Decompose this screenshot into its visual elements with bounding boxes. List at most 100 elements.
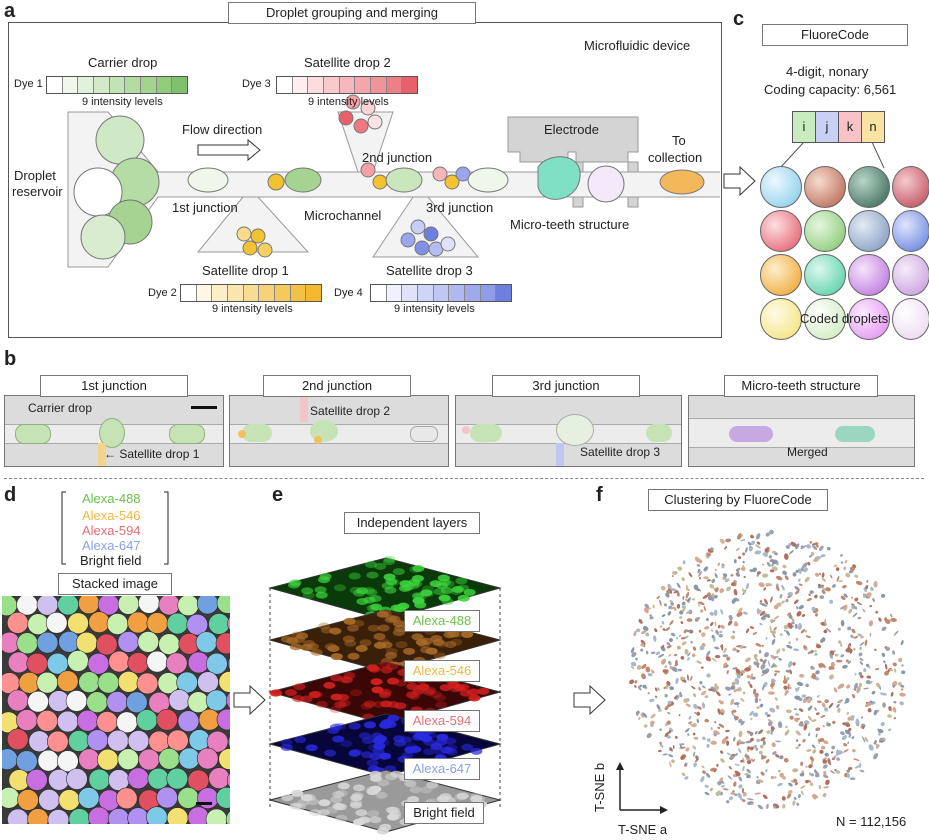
tsne-point — [765, 637, 768, 640]
tsne-point — [720, 624, 725, 629]
tsne-point — [677, 668, 683, 672]
layer-droplet — [356, 597, 369, 605]
tsne-point — [785, 598, 789, 603]
tsne-point — [719, 700, 724, 705]
tsne-point — [864, 737, 869, 743]
tsne-point — [735, 771, 741, 777]
tsne-point — [745, 657, 751, 663]
tsne-point — [829, 599, 834, 604]
tsne-point — [793, 648, 800, 652]
layer-droplet — [403, 647, 416, 655]
tsne-point — [838, 683, 845, 689]
tsne-point — [684, 728, 690, 733]
stacked-droplet — [166, 612, 189, 635]
tsne-point — [684, 648, 689, 655]
tsne-point — [650, 720, 655, 725]
tsne-point — [835, 770, 841, 774]
tsne-point — [756, 533, 761, 540]
tsne-point — [693, 584, 699, 591]
tsne-point — [766, 561, 771, 567]
tsne-point — [859, 658, 864, 661]
tsne-point — [892, 685, 895, 688]
tsne-point — [856, 601, 863, 606]
tsne-point — [679, 693, 683, 698]
layer-droplet — [477, 687, 490, 695]
stacked-image — [2, 596, 230, 824]
tsne-point — [704, 791, 710, 796]
tsne-point — [781, 584, 785, 591]
stacked-droplet — [7, 689, 29, 712]
tsne-point — [687, 674, 689, 681]
tsne-point — [740, 645, 744, 649]
tsne-point — [700, 690, 707, 696]
stacked-droplet — [108, 650, 131, 673]
layer-droplet — [320, 626, 333, 634]
tsne-point — [686, 618, 693, 622]
tsne-point — [788, 686, 792, 690]
tsne-point — [684, 776, 689, 780]
tsne-point — [736, 547, 740, 551]
legend-alexa-647: Alexa-647 — [82, 538, 141, 553]
tsne-point — [698, 687, 701, 691]
tsne-point — [706, 579, 711, 582]
stacked-droplet — [216, 596, 230, 614]
tsne-point — [854, 682, 858, 690]
tsne-point — [698, 577, 702, 580]
tsne-point — [778, 657, 782, 661]
tsne-point — [808, 554, 813, 558]
tsne-point — [787, 592, 793, 596]
tsne-point — [820, 714, 826, 718]
layer-droplet — [330, 796, 343, 804]
tsne-point — [654, 628, 658, 633]
tsne-point — [674, 695, 678, 700]
tsne-point — [687, 657, 690, 661]
layer-droplet — [461, 743, 474, 751]
fluorecode-line1: 4-digit, nonary — [786, 64, 869, 79]
panel-d-letter: d — [4, 484, 17, 506]
tsne-point — [737, 687, 742, 692]
stacked-droplet — [16, 709, 38, 731]
micro-image-junction-3 — [455, 395, 682, 467]
device-label: Microfluidic device — [584, 38, 691, 53]
tsne-point — [822, 724, 825, 728]
layer-droplet — [330, 653, 343, 661]
layer-droplet — [318, 799, 331, 807]
stacked-droplet — [6, 728, 29, 751]
tsne-point — [742, 564, 746, 570]
layer-droplet — [421, 585, 434, 593]
tsne-point — [769, 529, 774, 535]
tsne-point — [705, 656, 711, 662]
tsne-point — [772, 630, 776, 635]
tsne-point — [811, 719, 817, 722]
stacked-droplet — [177, 596, 200, 617]
tsne-point — [831, 745, 836, 750]
tsne-point — [738, 784, 743, 789]
tsne-point — [788, 641, 791, 644]
tsne-point — [688, 572, 693, 578]
tsne-point — [672, 570, 678, 575]
tsne-point — [747, 746, 751, 750]
tsne-point — [799, 673, 805, 678]
tsne-point — [855, 580, 863, 586]
tsne-point — [714, 587, 719, 593]
tsne-point — [656, 595, 661, 600]
tsne-point — [710, 629, 714, 632]
layer-droplet — [380, 641, 393, 649]
dye2-intensity: 9 intensity levels — [212, 303, 293, 315]
tsne-point — [640, 639, 646, 646]
layer-droplet — [440, 746, 453, 754]
tsne-point — [766, 613, 771, 619]
satellite-drop-1-label: Satellite drop 1 — [202, 263, 289, 278]
tsne-point — [809, 541, 813, 544]
layer-droplet — [300, 794, 313, 802]
layer-droplet — [348, 749, 361, 757]
tsne-point — [654, 695, 658, 699]
tsne-point — [745, 582, 750, 590]
stacked-droplet — [177, 710, 200, 732]
tsne-point — [678, 634, 682, 638]
layer-droplet — [340, 740, 353, 748]
tsne-point — [640, 713, 644, 718]
tsne-point — [659, 625, 663, 628]
tsne-point — [901, 664, 904, 667]
layer-droplet — [375, 791, 388, 799]
